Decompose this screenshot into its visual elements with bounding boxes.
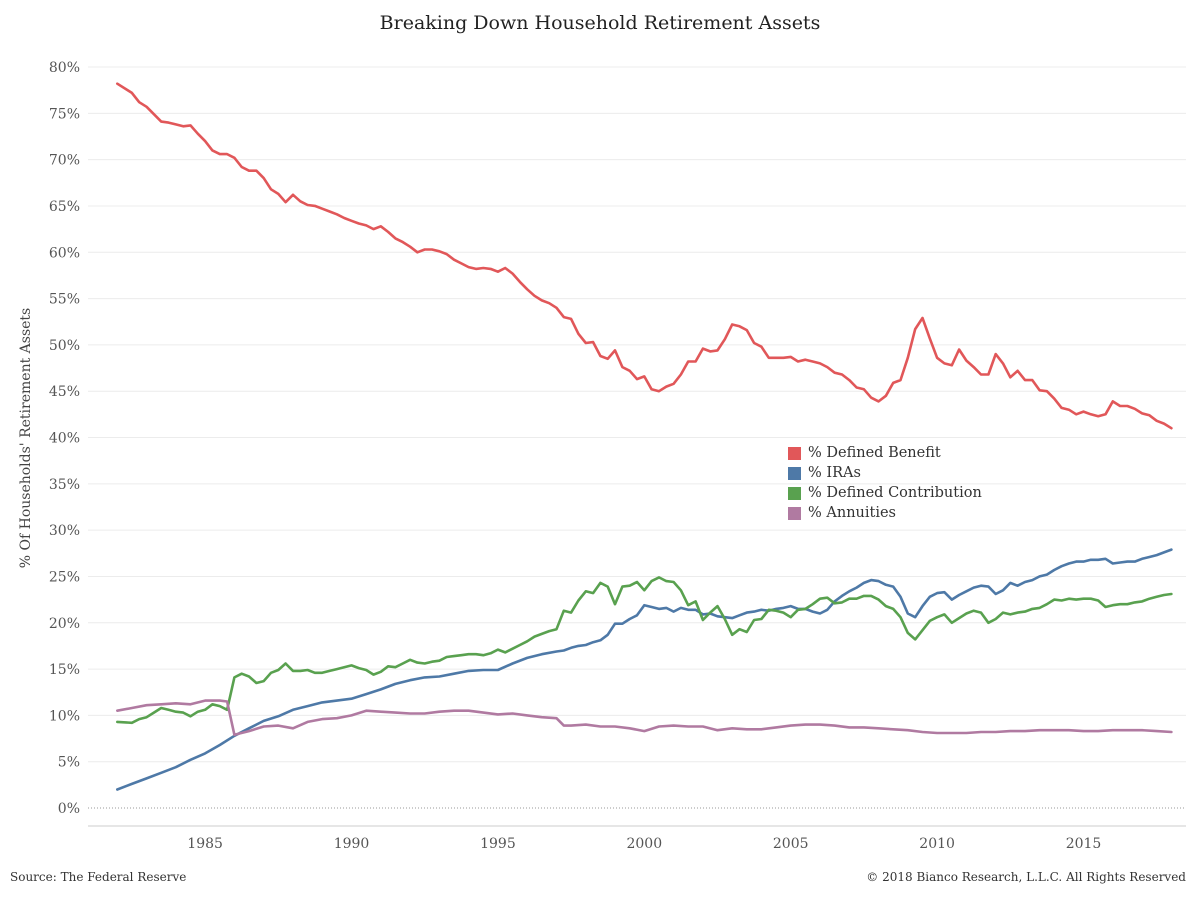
legend-item: % Defined Benefit	[788, 443, 982, 463]
y-tick-label: 25%	[49, 569, 80, 585]
y-axis-title: % Of Households' Retirement Assets	[18, 308, 34, 569]
y-tick-label: 45%	[49, 384, 80, 400]
y-tick-label: 50%	[49, 338, 80, 354]
pct-defined-contribution-line	[116, 576, 1173, 725]
y-tick-label: 10%	[49, 708, 80, 724]
x-tick-label: 2010	[919, 836, 955, 852]
legend-swatch	[788, 486, 801, 500]
legend-swatch	[788, 466, 801, 480]
y-tick-label: 5%	[58, 755, 80, 771]
y-tick-label: 35%	[49, 477, 80, 493]
pct-defined-benefit-line	[116, 82, 1173, 430]
y-tick-label: 60%	[49, 245, 80, 261]
legend-swatch	[788, 446, 801, 460]
y-tick-label: 65%	[49, 199, 80, 215]
pct-annuities-line	[116, 699, 1173, 737]
y-tick-label: 40%	[49, 431, 80, 447]
x-tick-label: 2005	[773, 836, 809, 852]
legend-item: % Defined Contribution	[788, 483, 982, 503]
source-note: Source: The Federal Reserve	[10, 870, 187, 884]
y-tick-label: 75%	[49, 106, 80, 122]
y-tick-label: 0%	[58, 801, 80, 817]
y-tick-label: 20%	[49, 616, 80, 632]
x-tick-label: 2000	[626, 836, 662, 852]
chart-title: Breaking Down Household Retirement Asset…	[379, 12, 821, 34]
legend: % Defined Benefit % IRAs % Defined Contrib…	[788, 443, 982, 523]
y-tick-label: 55%	[49, 292, 80, 308]
x-tick-label: 1990	[334, 836, 370, 852]
gridlines	[88, 66, 1186, 809]
y-tick-label: 80%	[49, 60, 80, 76]
legend-label: % Defined Benefit	[808, 445, 941, 461]
legend-item: % Annuities	[788, 503, 982, 523]
axes: 0% 5% 10% 15% 20% 25% 30% 35% 40% 45% 50% 55% 60% 65%…	[49, 60, 1186, 852]
series-lines	[116, 82, 1173, 791]
y-tick-label: 15%	[49, 662, 80, 678]
legend-label: % Annuities	[808, 505, 896, 521]
y-tick-label: 30%	[49, 523, 80, 539]
pct-iras-line	[116, 548, 1173, 791]
legend-item: % IRAs	[788, 463, 982, 483]
x-tick-label: 1995	[480, 836, 516, 852]
legend-swatch	[788, 506, 801, 520]
y-tick-label: 70%	[49, 153, 80, 169]
x-tick-label: 2015	[1066, 836, 1102, 852]
x-tick-label: 1985	[187, 836, 223, 852]
legend-label: % Defined Contribution	[808, 485, 982, 501]
copyright-note: © 2018 Bianco Research, L.L.C. All Right…	[866, 870, 1186, 884]
legend-label: % IRAs	[808, 465, 861, 481]
